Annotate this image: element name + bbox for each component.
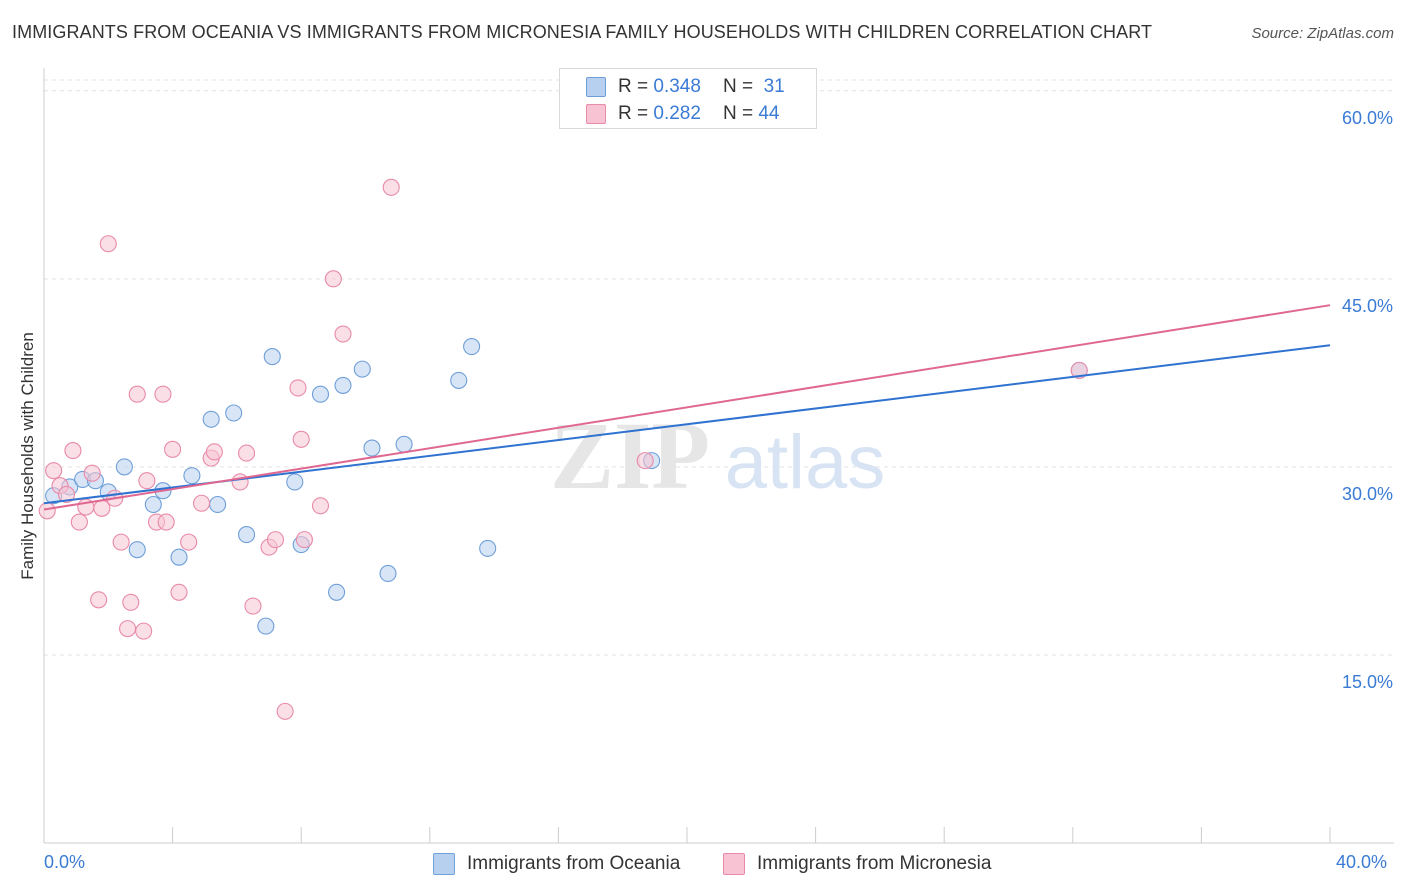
x-tick-label-max: 40.0% (1336, 852, 1388, 872)
legend-micronesia-swatch (723, 853, 745, 875)
micronesia-point-32 (276, 702, 294, 720)
oceania-point-6 (128, 541, 146, 559)
legend-item-micronesia: Immigrants from Micronesia (723, 850, 991, 878)
correlation-legend: R = 0.348 N = 31 R = 0.282 N = 44 (559, 68, 817, 129)
y-tick-label-0: 15.0% (1342, 672, 1393, 692)
data-points (38, 178, 1088, 720)
micronesia-r-label: R = (618, 103, 649, 124)
oceania-point-14 (237, 526, 256, 544)
oceania-swatch (586, 77, 606, 97)
micronesia-point-41 (1070, 361, 1088, 379)
micronesia-point-10 (99, 235, 117, 253)
micronesia-point-22 (170, 583, 188, 601)
micronesia-trend-line (43, 304, 1331, 511)
oceania-point-11 (202, 410, 220, 428)
micronesia-point-13 (119, 620, 137, 638)
legend-row-micronesia: R = 0.282 N = 44 (586, 101, 779, 127)
micronesia-swatch (586, 104, 606, 124)
series-legend: Immigrants from Oceania Immigrants from … (0, 850, 1406, 878)
oceania-point-23 (363, 439, 381, 457)
chart-title: IMMIGRANTS FROM OCEANIA VS IMMIGRANTS FR… (12, 22, 1153, 42)
micronesia-point-16 (135, 622, 153, 640)
micronesia-point-4 (64, 442, 82, 460)
micronesia-n-value: 44 (758, 103, 780, 124)
oceania-point-10 (183, 467, 201, 485)
micronesia-point-39 (382, 178, 400, 196)
oceania-r-label: R = (618, 76, 649, 97)
oceania-point-7 (144, 495, 162, 514)
source-credit: Source: ZipAtlas.com (1251, 25, 1394, 42)
oceania-point-15 (257, 617, 275, 635)
micronesia-point-31 (266, 531, 285, 549)
micronesia-point-27 (231, 473, 249, 491)
legend-oceania-swatch (433, 853, 455, 875)
micronesia-point-23 (180, 533, 198, 551)
micronesia-point-8 (90, 591, 108, 609)
oceania-point-12 (209, 495, 227, 514)
micronesia-point-3 (57, 485, 76, 504)
micronesia-point-15 (128, 385, 146, 403)
micronesia-point-26 (205, 443, 223, 461)
micronesia-point-29 (244, 597, 262, 615)
oceania-point-21 (334, 376, 352, 394)
micronesia-r-value: 0.282 (653, 103, 701, 124)
micronesia-point-12 (112, 533, 130, 551)
micronesia-point-17 (138, 472, 156, 490)
oceania-r-value: 0.348 (653, 76, 701, 97)
oceania-point-9 (170, 548, 188, 566)
watermark: ZIP atlas (550, 402, 885, 509)
axes (43, 68, 1394, 844)
y-axis-label: Family Households with Children (18, 332, 37, 580)
oceania-point-17 (286, 473, 304, 491)
micronesia-point-19 (154, 385, 172, 403)
micronesia-point-5 (70, 513, 88, 531)
oceania-n-label: N = (722, 76, 754, 97)
oceania-point-16 (263, 348, 281, 366)
micronesia-point-7 (83, 464, 101, 482)
micronesia-point-1 (45, 462, 63, 480)
oceania-point-25 (395, 435, 413, 453)
micronesia-point-40 (636, 452, 654, 470)
micronesia-point-14 (122, 593, 140, 611)
oceania-point-19 (311, 385, 330, 403)
oceania-point-20 (328, 583, 346, 601)
micronesia-point-33 (289, 379, 307, 397)
oceania-point-26 (450, 371, 468, 389)
micronesia-point-36 (311, 497, 330, 515)
micronesia-point-35 (295, 531, 313, 549)
oceania-point-28 (479, 539, 497, 557)
legend-micronesia-label: Immigrants from Micronesia (757, 853, 992, 874)
oceania-point-22 (353, 360, 371, 378)
micronesia-point-28 (237, 444, 256, 462)
grid-lines (44, 79, 1394, 656)
oceania-point-27 (463, 338, 481, 356)
oceania-n-value: 31 (763, 76, 785, 97)
y-tick-labels: 15.0% 30.0% 45.0% 60.0% (1342, 108, 1393, 692)
x-tick-label-min: 0.0% (44, 852, 86, 872)
micronesia-point-34 (292, 430, 310, 448)
legend-row-oceania: R = 0.348 N = 31 (586, 74, 785, 100)
micronesia-point-20 (157, 513, 175, 531)
oceania-point-5 (115, 458, 133, 476)
micronesia-point-0 (38, 502, 56, 520)
watermark-atlas: atlas (725, 420, 886, 505)
trend-lines (43, 304, 1331, 511)
legend-oceania-label: Immigrants from Oceania (467, 853, 681, 874)
micronesia-point-37 (324, 270, 342, 288)
micronesia-n-label: N = (722, 103, 754, 124)
y-tick-label-2: 45.0% (1342, 296, 1393, 316)
oceania-trend-line (43, 344, 1331, 505)
oceania-point-13 (225, 404, 243, 422)
watermark-zip: ZIP (550, 402, 710, 509)
micronesia-point-38 (334, 325, 352, 343)
micronesia-point-24 (192, 494, 211, 512)
legend-item-oceania: Immigrants from Oceania (433, 850, 680, 878)
y-tick-label-3: 60.0% (1342, 108, 1393, 128)
oceania-point-24 (379, 564, 397, 583)
y-tick-label-1: 30.0% (1342, 484, 1393, 504)
micronesia-point-21 (164, 440, 182, 458)
